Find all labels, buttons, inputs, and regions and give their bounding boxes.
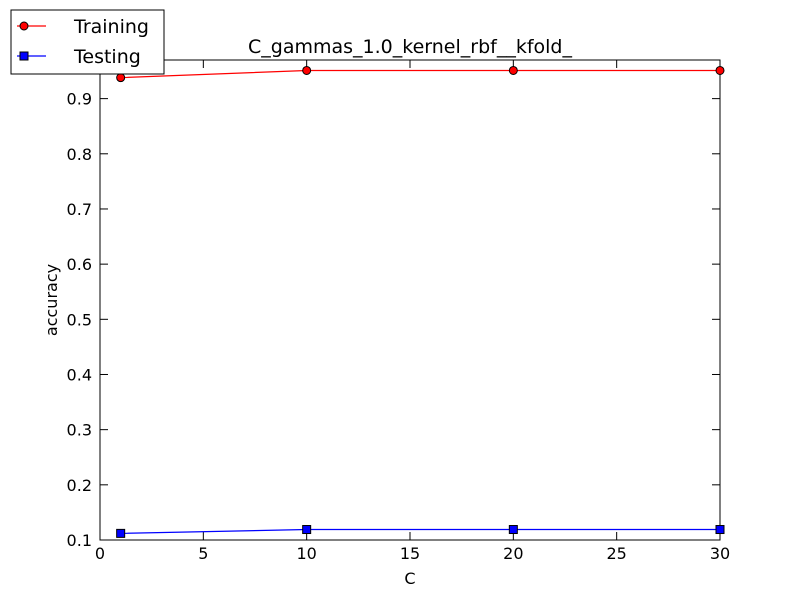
testing-point — [508, 525, 518, 535]
testing-point — [715, 525, 725, 535]
y-tick-label: 0.5 — [67, 310, 92, 329]
chart-title: C_gammas_1.0_kernel_rbf__kfold_ — [248, 36, 572, 58]
y-tick-label: 0.4 — [67, 365, 92, 384]
legend: Training Testing — [10, 9, 165, 75]
y-tick-label: 0.8 — [67, 145, 92, 164]
x-tick-label: 10 — [296, 544, 316, 563]
testing-series-line — [120, 528, 720, 534]
training-point — [715, 65, 725, 75]
y-tick-label: 0.3 — [67, 421, 92, 440]
training-point — [508, 65, 518, 75]
y-tick-label: 0.7 — [67, 200, 92, 219]
testing-point — [116, 528, 126, 538]
legend-box — [10, 9, 165, 75]
x-axis-label: C — [404, 569, 415, 588]
x-tick-label: 30 — [710, 544, 730, 563]
x-tick-label: 15 — [400, 544, 420, 563]
plot-frame — [99, 59, 721, 541]
legend-label-testing: Testing — [73, 46, 141, 68]
y-tick-label: 0.2 — [67, 476, 92, 495]
training-point — [302, 65, 312, 75]
y-tick-label: 0.6 — [67, 255, 92, 274]
legend-marker-testing — [19, 51, 29, 61]
legend-label-training: Training — [73, 16, 149, 38]
x-tick-label: 20 — [503, 544, 523, 563]
training-series-line — [120, 69, 720, 79]
x-tick-label: 25 — [606, 544, 626, 563]
x-tick-label: 5 — [198, 544, 208, 563]
legend-marker-training — [19, 21, 29, 31]
y-tick-label: 0.1 — [67, 531, 92, 550]
y-axis-label: accuracy — [42, 264, 61, 336]
testing-point — [302, 525, 312, 535]
training-point — [116, 73, 126, 83]
y-tick-label: 0.9 — [67, 90, 92, 109]
plot-area: 0 5 10 15 20 25 30 0.1 0.2 0.3 0.4 0.5 0.6 0.7 0.8 0.9 — [67, 59, 730, 563]
x-tick-label: 0 — [95, 544, 105, 563]
